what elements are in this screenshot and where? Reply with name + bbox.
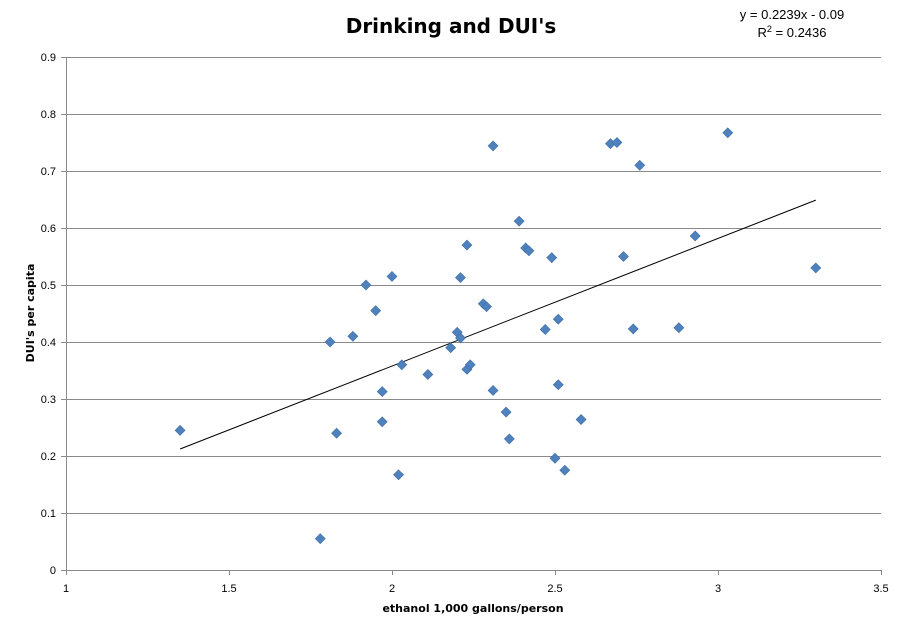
data-point	[314, 533, 326, 545]
data-point	[722, 127, 734, 139]
y-tick-label: 0.8	[41, 109, 56, 121]
data-points	[174, 127, 822, 545]
gridlines	[66, 57, 881, 514]
data-point	[376, 386, 388, 398]
data-point	[810, 262, 822, 274]
data-point	[689, 230, 701, 242]
x-tick-labels: 1 1.5 2 2.5 3 3.5	[63, 583, 889, 595]
data-point	[370, 305, 382, 317]
y-axis-label: DUI's per capita	[24, 264, 37, 363]
data-point	[455, 272, 466, 284]
data-point	[513, 215, 525, 227]
data-point	[347, 330, 359, 342]
r-squared-exponent: 2	[767, 24, 772, 34]
data-point	[559, 464, 571, 476]
data-point	[445, 342, 457, 354]
data-point	[461, 239, 473, 251]
data-point	[464, 359, 476, 371]
data-point	[376, 416, 388, 428]
data-point	[618, 251, 629, 262]
y-tick-label: 0	[50, 565, 56, 577]
data-point	[360, 279, 372, 291]
data-point	[503, 433, 515, 445]
data-point	[487, 385, 499, 396]
data-point	[324, 336, 336, 348]
data-point	[552, 379, 564, 391]
data-point	[500, 406, 512, 418]
x-tick-label: 3	[715, 583, 721, 595]
data-point	[611, 137, 623, 148]
data-point	[546, 252, 558, 264]
data-point	[386, 271, 398, 282]
axes	[61, 57, 882, 575]
x-tick-label: 1	[63, 583, 69, 595]
x-tick-label: 2.5	[547, 583, 562, 595]
data-point	[552, 313, 564, 325]
y-tick-labels: 0 0.1 0.2 0.3 0.4 0.5 0.6 0.7 0.8 0.9	[41, 52, 56, 577]
x-tick-label: 2	[389, 583, 395, 595]
data-point	[422, 369, 434, 380]
chart-title: Drinking and DUI's	[346, 14, 557, 38]
y-tick-label: 0.5	[41, 280, 56, 292]
data-point	[627, 323, 639, 335]
trendline-group	[179, 199, 816, 450]
trendline-equation: y = 0.2239x - 0.09	[740, 7, 844, 22]
x-tick-label: 3.5	[873, 583, 888, 595]
x-tick-label: 1.5	[221, 583, 236, 595]
y-tick-label: 0.6	[41, 223, 56, 235]
data-point	[174, 424, 186, 436]
data-point	[634, 159, 646, 171]
y-tick-label: 0.2	[41, 451, 56, 463]
data-point	[455, 332, 466, 344]
data-point	[487, 140, 499, 152]
y-tick-label: 0.4	[41, 337, 56, 349]
y-tick-label: 0.7	[41, 166, 56, 178]
data-point	[331, 427, 343, 439]
data-point	[396, 359, 408, 371]
data-point	[549, 452, 561, 464]
y-tick-label: 0.9	[41, 52, 56, 64]
data-point	[523, 245, 535, 257]
trendline	[179, 199, 816, 450]
y-tick-label: 0.1	[41, 508, 56, 520]
y-tick-label: 0.3	[41, 394, 56, 406]
data-point	[673, 322, 685, 334]
r-squared-prefix: R	[758, 25, 767, 40]
data-point	[539, 324, 551, 335]
data-point	[481, 301, 492, 313]
trendline-r-squared: R2 = 0.2436	[758, 24, 827, 40]
x-axis-label: ethanol 1,000 gallons/person	[382, 602, 563, 615]
r-squared-value: = 0.2436	[772, 25, 827, 40]
data-point	[393, 469, 404, 481]
data-point	[575, 414, 587, 425]
